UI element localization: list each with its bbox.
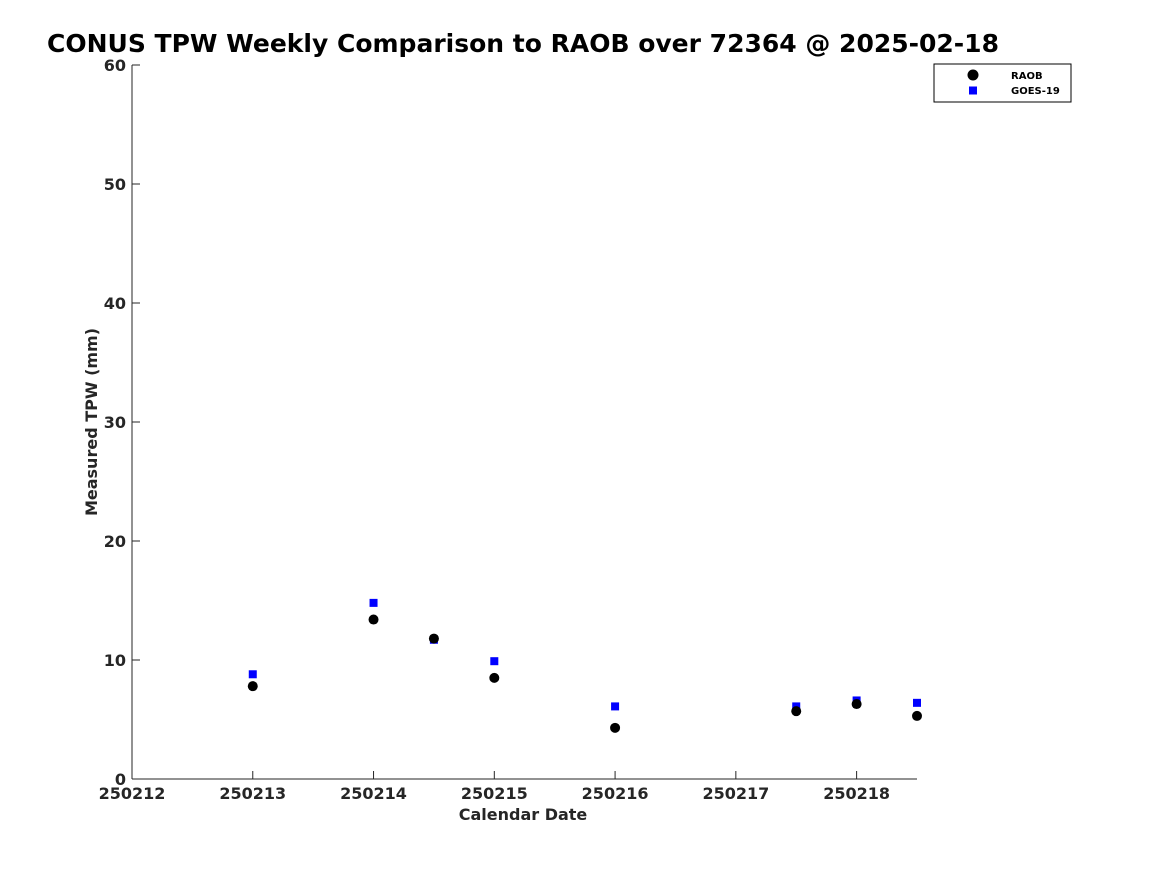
goes19-point (913, 698, 921, 707)
goes19-point (611, 702, 620, 711)
y-tick-label: 30 (104, 413, 126, 432)
raob-point (851, 699, 862, 710)
x-tick-label: 250213 (219, 784, 286, 803)
x-tick-label: 250212 (99, 784, 166, 803)
raob-point (247, 681, 258, 692)
goes19-point (490, 657, 499, 666)
y-tick-label: 0 (115, 770, 126, 789)
legend-goes-label: GOES-19 (1011, 86, 1060, 97)
legend: RAOB GOES-19 (933, 63, 1072, 103)
goes19-point (248, 670, 257, 679)
raob-point (610, 722, 621, 733)
y-tick-label: 40 (104, 294, 126, 313)
y-tick-label: 50 (104, 175, 126, 194)
x-tick-label: 250216 (582, 784, 649, 803)
x-tick-label: 250217 (702, 784, 769, 803)
legend-box (933, 63, 1072, 103)
x-tick-label: 250218 (823, 784, 890, 803)
data-points (247, 598, 922, 733)
y-tick-label: 10 (104, 651, 126, 670)
raob-point (791, 706, 802, 717)
y-tick-label: 20 (104, 532, 126, 551)
goes19-point (369, 598, 378, 607)
raob-point (489, 672, 500, 683)
y-axis-label: Measured TPW (mm) (82, 328, 101, 516)
x-axis-label: Calendar Date (459, 805, 588, 824)
legend-goes-marker (969, 86, 977, 95)
y-tick-label: 60 (104, 56, 126, 75)
raob-point (368, 614, 379, 625)
x-ticks: 250212 250213 250214 250215 250216 250217 2502… (99, 771, 890, 803)
x-tick-label: 250215 (461, 784, 528, 803)
y-ticks: 0 10 20 30 40 50 60 (104, 56, 140, 789)
chart-title: CONUS TPW Weekly Comparison to RAOB over… (47, 29, 999, 58)
legend-raob-label: RAOB (1011, 71, 1043, 82)
x-tick-label: 250214 (340, 784, 407, 803)
legend-raob-marker (967, 69, 979, 81)
raob-point (912, 710, 922, 721)
raob-point (428, 633, 439, 644)
